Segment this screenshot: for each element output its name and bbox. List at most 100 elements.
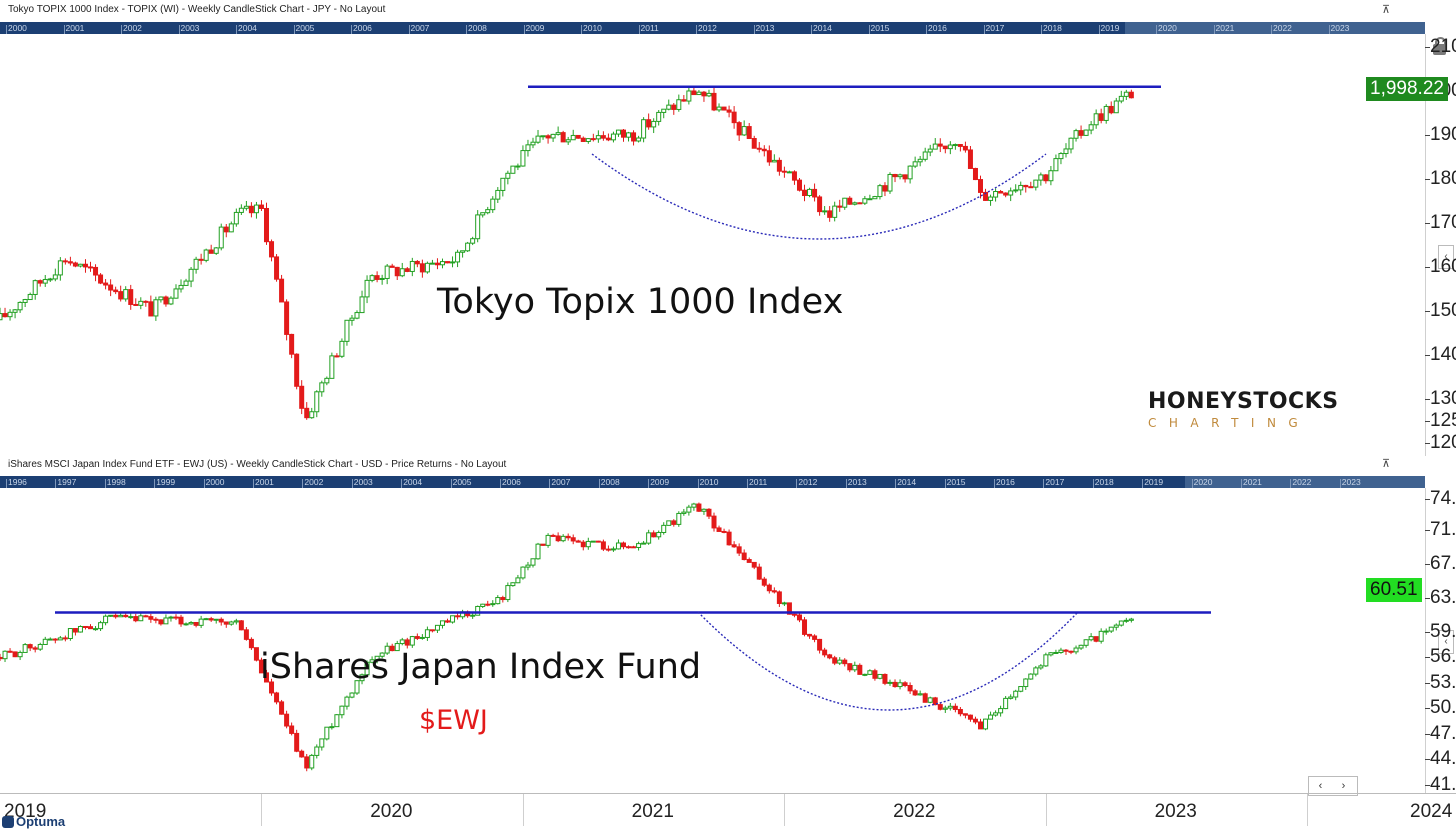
candle-body [158,296,164,301]
candle [610,131,616,143]
candle-body [158,619,164,625]
candle-body [837,659,843,664]
candle-body [555,132,561,135]
top-navigator-bar[interactable]: 2000 2001 2002 2003 2004 2005 2006 2007 2008 2009… [0,22,1425,34]
candle-body [887,681,893,684]
candle [817,638,823,654]
candle [993,188,999,202]
candle-body [500,597,506,601]
navigator-year-label: 2006 [502,477,521,487]
navigator-year-label: 2004 [403,477,423,487]
candle [82,259,88,273]
candle [555,532,561,543]
navigator-tick [926,25,927,34]
candle [615,539,621,550]
candle-body [988,714,994,720]
candle-body [374,275,380,280]
candle [1033,665,1039,677]
candle [927,696,933,704]
pin-icon[interactable]: ⊼ [1382,4,1391,16]
candle [379,652,385,659]
candle [590,540,596,543]
candle-body [414,260,420,265]
y-axis-label: 47.00 [1430,722,1456,744]
navigator-tick [1156,25,1157,34]
candle [22,643,28,653]
candle-body [1018,184,1024,191]
navigator-year-label: 2003 [180,23,200,33]
candle [1038,172,1044,186]
candle [1083,129,1089,136]
candle [832,655,838,666]
candle-body [505,172,511,179]
candle [681,508,687,516]
candle [168,296,174,306]
candle [1108,626,1114,634]
navigator-year-label: 1997 [57,477,77,487]
candle-body [193,258,199,270]
candle-body [907,165,913,180]
navigator-tick [1328,25,1330,34]
candle [540,135,546,140]
candle-body [103,282,109,286]
y-axis-label: 41.00 [1430,773,1456,795]
bottom-axis-separator [1425,488,1426,793]
candle-body [88,626,94,630]
candle [978,718,984,730]
navigator-year-label: 2004 [238,23,257,33]
candle [1123,89,1129,101]
candle [585,138,591,144]
y-axis-label: 44.00 [1430,748,1456,770]
navigator-year-label: 2000 [8,23,27,33]
candle [656,530,662,540]
candle-body [967,714,973,720]
candle [605,133,611,142]
candle-body [565,535,571,539]
candle [480,212,486,218]
candle-body [988,196,994,201]
navigator-tick [1339,479,1341,488]
candle [887,172,893,194]
lock-icon[interactable] [1433,37,1446,55]
x-axis-label: 2020 [370,801,413,822]
candle [108,279,114,297]
navigator-year-label: 1998 [106,477,126,487]
candle [761,145,767,157]
candle [661,522,667,535]
candle-body [565,139,571,143]
candle-body [27,644,33,649]
candle-body [1083,639,1089,646]
bottom-navigator-bar[interactable]: 1996 1997 1998 1999 2000 2001 2002 2003 2004 2005… [0,476,1425,488]
y-axis-label: 1700.00 [1430,212,1456,234]
top-axis-scroll-button[interactable]: ‹ [1438,245,1454,269]
candle [600,539,606,552]
y-axis-tick [1425,499,1430,500]
candle [912,688,918,696]
candle [651,118,657,134]
bottom-axis-scroll-button[interactable]: ‹ [1438,630,1454,654]
candle [334,353,340,358]
scroll-left-button[interactable]: ‹ [1318,780,1323,792]
navigator-tick [648,479,650,488]
candle-body [1088,124,1094,131]
scroll-right-button[interactable]: › [1341,780,1346,792]
candle-body [445,620,451,623]
candle-body [791,613,797,616]
navigator-year-label: 2000 [205,477,225,487]
pin-icon[interactable]: ⊼ [1382,458,1391,470]
candle-body [1043,174,1049,182]
candle-body [575,540,581,543]
top-navigator-window[interactable] [1125,22,1425,34]
candle [942,705,948,713]
x-axis-tick [522,794,524,826]
bottom-navigator-window[interactable] [1185,476,1425,488]
candle-body [812,188,818,198]
candle-body [721,530,727,533]
candle [1088,633,1094,642]
candle-body [47,638,53,641]
candle-body [168,297,174,305]
candle-body [470,614,476,617]
time-scroll-buttons[interactable]: ‹ › [1308,776,1358,796]
candle-body [1003,192,1009,196]
candle-body [47,278,53,281]
